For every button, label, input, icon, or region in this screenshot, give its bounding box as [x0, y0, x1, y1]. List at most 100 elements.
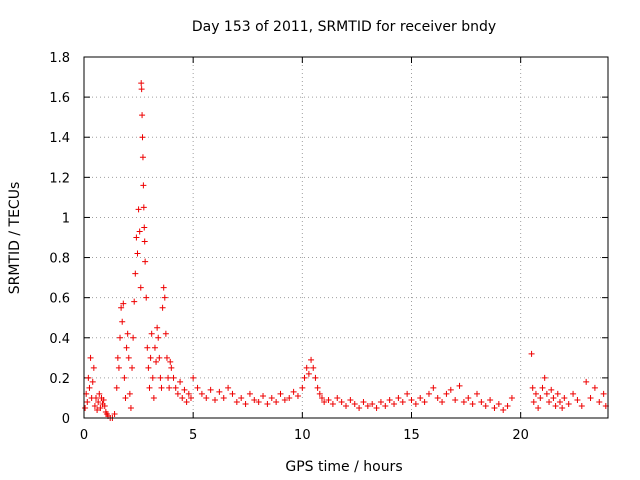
data-point: [587, 394, 594, 401]
data-point: [408, 396, 415, 403]
data-point: [139, 112, 146, 119]
data-point: [399, 398, 406, 405]
data-point: [578, 402, 585, 409]
data-point: [141, 238, 148, 245]
data-point: [321, 398, 328, 405]
y-tick-label: 1.6: [49, 91, 70, 106]
data-point: [543, 390, 550, 397]
data-point: [377, 398, 384, 405]
data-point: [537, 394, 544, 401]
data-point: [238, 394, 245, 401]
data-point: [101, 402, 108, 409]
data-point: [528, 350, 535, 357]
data-point: [137, 284, 144, 291]
data-point: [325, 396, 332, 403]
data-point: [159, 304, 166, 311]
data-point: [96, 390, 103, 397]
data-point: [185, 390, 192, 397]
data-point: [181, 386, 188, 393]
data-point: [135, 206, 142, 213]
data-point: [141, 224, 148, 231]
data-point: [356, 404, 363, 411]
data-point: [93, 394, 100, 401]
data-point: [167, 358, 174, 365]
data-point: [495, 400, 502, 407]
data-point: [369, 400, 376, 407]
y-tick-label: 0.6: [49, 292, 70, 307]
data-point: [465, 394, 472, 401]
data-point: [85, 374, 92, 381]
data-point: [155, 334, 162, 341]
data-point: [138, 80, 145, 87]
data-point: [290, 388, 297, 395]
data-point: [550, 394, 557, 401]
data-point: [482, 402, 489, 409]
data-point: [119, 318, 126, 325]
data-point: [565, 400, 572, 407]
data-point: [591, 384, 598, 391]
data-point: [118, 304, 125, 311]
data-point: [130, 334, 137, 341]
data-point: [140, 204, 147, 211]
data-point: [554, 390, 561, 397]
data-point: [382, 402, 389, 409]
data-point: [546, 398, 553, 405]
data-point: [364, 402, 371, 409]
data-point: [312, 374, 319, 381]
data-point: [89, 378, 96, 385]
data-point: [126, 390, 133, 397]
data-point: [148, 330, 155, 337]
data-point: [351, 400, 358, 407]
y-tick-label: 0.2: [49, 372, 70, 387]
data-point: [121, 374, 128, 381]
data-point: [395, 394, 402, 401]
y-tick-label: 0.8: [49, 252, 70, 267]
y-tick-label: 0: [62, 412, 70, 427]
data-point: [294, 392, 301, 399]
x-tick-label: 0: [80, 428, 88, 443]
data-point: [434, 394, 441, 401]
data-point: [343, 402, 349, 409]
data-point: [190, 374, 197, 381]
data-point: [386, 396, 393, 403]
data-point: [127, 404, 134, 411]
data-point: [123, 344, 130, 351]
data-point: [318, 394, 325, 401]
data-point: [535, 404, 542, 411]
data-point: [404, 390, 411, 397]
data-point: [82, 404, 89, 411]
data-point: [136, 228, 143, 235]
tick-labels: 0 5 10 15 20 0 0.2 0.4 0.6 0.8 1 1.2 1.4 1.6 1.8: [49, 51, 529, 443]
data-point: [443, 390, 450, 397]
data-point: [338, 398, 345, 405]
data-point: [140, 182, 147, 189]
data-point: [183, 398, 190, 405]
data-point: [583, 378, 590, 385]
data-point: [439, 398, 446, 405]
data-point: [500, 406, 507, 413]
data-point: [532, 390, 539, 397]
data-point: [316, 390, 323, 397]
data-point: [147, 354, 154, 361]
x-tick-label: 20: [512, 428, 529, 443]
data-point: [277, 390, 284, 397]
data-point: [596, 398, 603, 405]
data-point: [131, 298, 138, 305]
data-point: [373, 404, 380, 411]
data-point: [334, 394, 341, 401]
data-point: [90, 364, 97, 371]
data-point: [255, 398, 262, 405]
data-point: [260, 392, 267, 399]
y-tick-label: 1.8: [49, 51, 70, 66]
data-point: [120, 300, 127, 307]
data-point: [198, 390, 205, 397]
data-point: [305, 370, 312, 377]
x-tick-label: 10: [294, 428, 311, 443]
data-point: [574, 396, 581, 403]
x-tick-label: 15: [403, 428, 420, 443]
data-point: [138, 86, 145, 93]
data-point: [552, 402, 559, 409]
data-point: [530, 398, 537, 405]
axis-ticks: [83, 56, 608, 419]
